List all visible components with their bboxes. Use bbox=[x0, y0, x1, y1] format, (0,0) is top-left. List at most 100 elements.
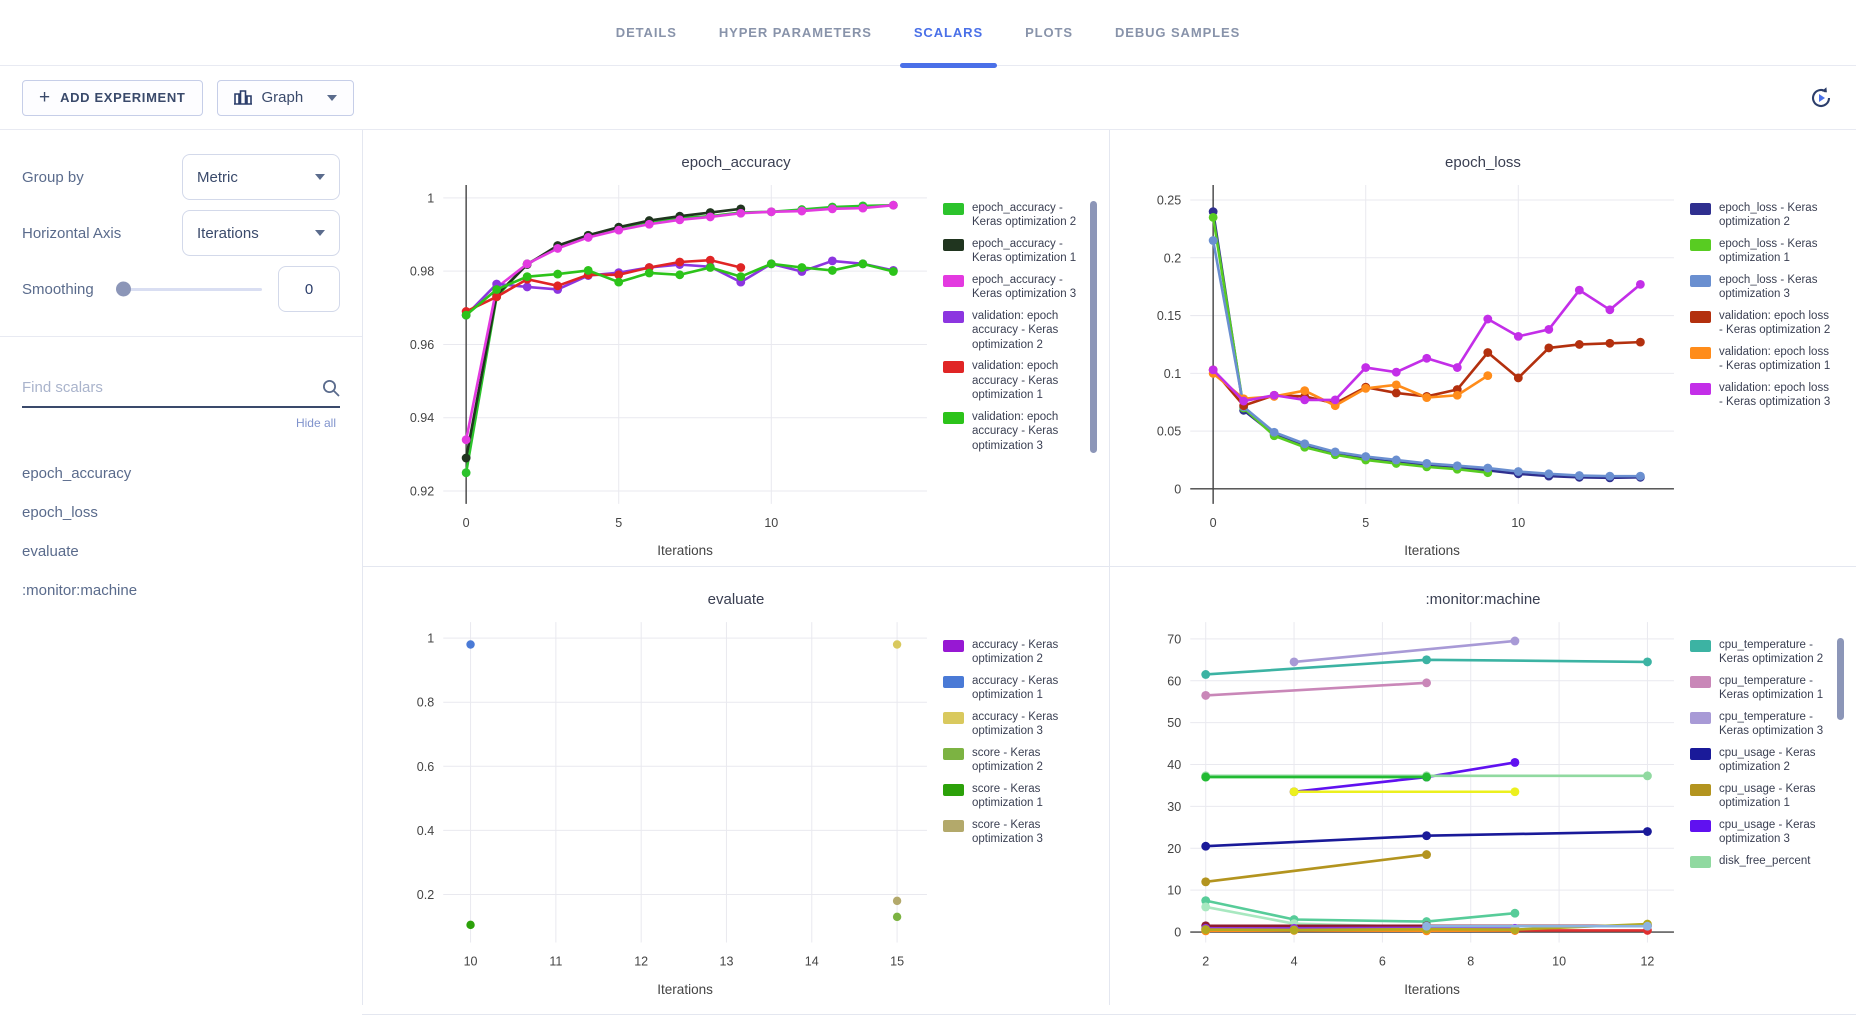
smoothing-label: Smoothing bbox=[22, 280, 94, 298]
toolbar: + ADD EXPERIMENT Graph bbox=[0, 66, 1856, 130]
horizontal-axis-select[interactable]: Iterations bbox=[182, 210, 340, 256]
svg-text:0: 0 bbox=[1174, 482, 1181, 496]
legend-item[interactable]: validation: epoch loss - Keras optimizat… bbox=[1690, 381, 1848, 410]
svg-text:0.92: 0.92 bbox=[410, 485, 434, 499]
metric-item-evaluate[interactable]: evaluate bbox=[22, 543, 79, 560]
svg-text:0.2: 0.2 bbox=[417, 888, 434, 902]
legend-item[interactable]: epoch_accuracy - Keras optimization 3 bbox=[943, 273, 1101, 302]
chart-legend: epoch_loss - Keras optimization 2 epoch_l… bbox=[1690, 171, 1848, 564]
legend-item[interactable]: validation: epoch accuracy - Keras optim… bbox=[943, 359, 1101, 402]
legend-label: cpu_usage - Keras optimization 1 bbox=[1719, 782, 1816, 810]
group-by-select[interactable]: Metric bbox=[182, 154, 340, 200]
metric-item-epoch-loss[interactable]: epoch_loss bbox=[22, 504, 98, 521]
legend-item[interactable]: epoch_loss - Keras optimization 1 bbox=[1690, 237, 1848, 266]
svg-text:0.2: 0.2 bbox=[1164, 251, 1181, 265]
legend-swatch bbox=[943, 819, 964, 832]
svg-text:14: 14 bbox=[805, 955, 819, 969]
svg-text:60: 60 bbox=[1167, 674, 1181, 688]
epoch-loss-plot[interactable]: 0 0.05 0.1 0.15 0.2 0.25 0 5 10 Iterations bbox=[1118, 171, 1690, 564]
legend-item[interactable]: cpu_temperature - Keras optimization 1 bbox=[1690, 674, 1848, 703]
legend-label: validation: epoch accuracy - Keras optim… bbox=[972, 309, 1059, 351]
horizontal-axis-label: Horizontal Axis bbox=[22, 224, 122, 242]
tab-scalars[interactable]: SCALARS bbox=[899, 0, 998, 68]
svg-text:0: 0 bbox=[463, 516, 470, 530]
legend-item[interactable]: score - Keras optimization 2 bbox=[943, 746, 1101, 775]
legend-label: cpu_temperature - Keras optimization 2 bbox=[1719, 639, 1824, 666]
monitor-machine-plot[interactable]: 0 10 20 30 40 50 60 70 2 4 6 8 10 12 Iterations bbox=[1118, 608, 1690, 1003]
legend-label: epoch_accuracy - Keras optimization 1 bbox=[972, 237, 1077, 265]
svg-text:12: 12 bbox=[1640, 955, 1654, 969]
legend-item[interactable]: score - Keras optimization 3 bbox=[943, 818, 1101, 847]
legend-swatch bbox=[943, 238, 964, 251]
legend-label: epoch_accuracy - Keras optimization 2 bbox=[972, 202, 1077, 229]
legend-item[interactable]: validation: epoch loss - Keras optimizat… bbox=[1690, 345, 1848, 374]
chevron-down-icon bbox=[315, 230, 325, 236]
legend-item[interactable]: epoch_loss - Keras optimization 2 bbox=[1690, 201, 1848, 230]
legend-label: validation: epoch loss - Keras optimizat… bbox=[1719, 345, 1831, 373]
chart-legend: cpu_temperature - Keras optimization 2 cp… bbox=[1690, 608, 1848, 1003]
auto-refresh-icon[interactable] bbox=[1808, 85, 1834, 111]
legend-swatch bbox=[1690, 310, 1711, 323]
legend-swatch bbox=[1690, 640, 1711, 652]
legend-scrollbar[interactable] bbox=[1837, 638, 1844, 720]
tab-plots[interactable]: PLOTS bbox=[1025, 25, 1073, 40]
search-input[interactable] bbox=[22, 379, 309, 396]
legend-item[interactable]: epoch_accuracy - Keras optimization 2 bbox=[943, 201, 1101, 230]
svg-text:0: 0 bbox=[1210, 516, 1217, 530]
legend-item[interactable]: accuracy - Keras optimization 1 bbox=[943, 674, 1101, 703]
sidebar-divider bbox=[0, 336, 362, 337]
tab-bar: DETAILS HYPER PARAMETERS SCALARS PLOTS D… bbox=[0, 0, 1856, 68]
legend-item[interactable]: cpu_temperature - Keras optimization 2 bbox=[1690, 638, 1848, 667]
plus-icon: + bbox=[39, 87, 51, 108]
legend-item[interactable]: disk_free_percent bbox=[1690, 854, 1848, 868]
svg-text:0.8: 0.8 bbox=[417, 696, 434, 710]
svg-text:10: 10 bbox=[1552, 955, 1566, 969]
legend-item[interactable]: validation: epoch accuracy - Keras optim… bbox=[943, 309, 1101, 352]
legend-item[interactable]: epoch_loss - Keras optimization 3 bbox=[1690, 273, 1848, 302]
tab-details[interactable]: DETAILS bbox=[615, 25, 677, 40]
group-by-label: Group by bbox=[22, 168, 84, 186]
legend-label: cpu_usage - Keras optimization 2 bbox=[1719, 746, 1816, 774]
view-mode-dropdown[interactable]: Graph bbox=[216, 79, 355, 116]
smoothing-input[interactable] bbox=[278, 266, 340, 312]
legend-item[interactable]: validation: epoch accuracy - Keras optim… bbox=[943, 410, 1101, 453]
find-scalars-search bbox=[22, 379, 340, 408]
svg-text:10: 10 bbox=[1511, 516, 1525, 530]
add-experiment-button[interactable]: + ADD EXPERIMENT bbox=[22, 79, 203, 116]
tab-hyper-parameters[interactable]: HYPER PARAMETERS bbox=[718, 25, 872, 40]
legend-item[interactable]: cpu_usage - Keras optimization 3 bbox=[1690, 818, 1848, 847]
metric-item-monitor-machine[interactable]: :monitor:machine bbox=[22, 582, 138, 599]
legend-scrollbar[interactable] bbox=[1090, 201, 1097, 453]
evaluate-plot[interactable]: 0.2 0.4 0.6 0.8 1 10 11 12 13 14 15 Iterations bbox=[371, 608, 943, 1003]
chart-legend: accuracy - Keras optimization 2 accuracy … bbox=[943, 608, 1101, 1003]
tab-debug-samples[interactable]: DEBUG SAMPLES bbox=[1114, 25, 1241, 40]
svg-text:0.96: 0.96 bbox=[410, 338, 434, 352]
legend-label: score - Keras optimization 3 bbox=[972, 818, 1043, 846]
legend-item[interactable]: cpu_temperature - Keras optimization 3 bbox=[1690, 710, 1848, 739]
legend-label: accuracy - Keras optimization 2 bbox=[972, 639, 1059, 666]
legend-item[interactable]: epoch_accuracy - Keras optimization 1 bbox=[943, 237, 1101, 266]
legend-swatch bbox=[943, 203, 964, 215]
legend-item[interactable]: validation: epoch loss - Keras optimizat… bbox=[1690, 309, 1848, 338]
smoothing-slider-thumb[interactable] bbox=[116, 281, 131, 297]
legend-item[interactable]: cpu_usage - Keras optimization 2 bbox=[1690, 746, 1848, 775]
legend-label: cpu_temperature - Keras optimization 3 bbox=[1719, 710, 1824, 738]
legend-item[interactable]: accuracy - Keras optimization 3 bbox=[943, 710, 1101, 739]
svg-text:4: 4 bbox=[1291, 955, 1298, 969]
svg-text:11: 11 bbox=[549, 955, 562, 969]
chart-panel-evaluate: evaluate 0.2 0.4 0.6 0.8 1 10 11 12 13 14 15 Iterat… bbox=[362, 567, 1109, 1005]
legend-item[interactable]: score - Keras optimization 1 bbox=[943, 782, 1101, 811]
legend-item[interactable]: accuracy - Keras optimization 2 bbox=[943, 638, 1101, 667]
hide-all-link[interactable]: Hide all bbox=[295, 416, 336, 430]
svg-text:12: 12 bbox=[634, 955, 648, 969]
smoothing-slider[interactable] bbox=[116, 281, 262, 297]
chart-panel-monitor-machine: :monitor:machine 0 10 20 30 40 50 60 70 2 4 6 8 10 12… bbox=[1109, 567, 1856, 1005]
legend-swatch bbox=[943, 411, 964, 424]
legend-label: epoch_loss - Keras optimization 3 bbox=[1719, 273, 1818, 301]
metric-item-epoch-accuracy[interactable]: epoch_accuracy bbox=[22, 465, 132, 482]
chart-title: epoch_accuracy bbox=[681, 154, 791, 171]
group-by-value: Metric bbox=[197, 168, 238, 186]
legend-item[interactable]: cpu_usage - Keras optimization 1 bbox=[1690, 782, 1848, 811]
svg-text:15: 15 bbox=[890, 955, 904, 969]
